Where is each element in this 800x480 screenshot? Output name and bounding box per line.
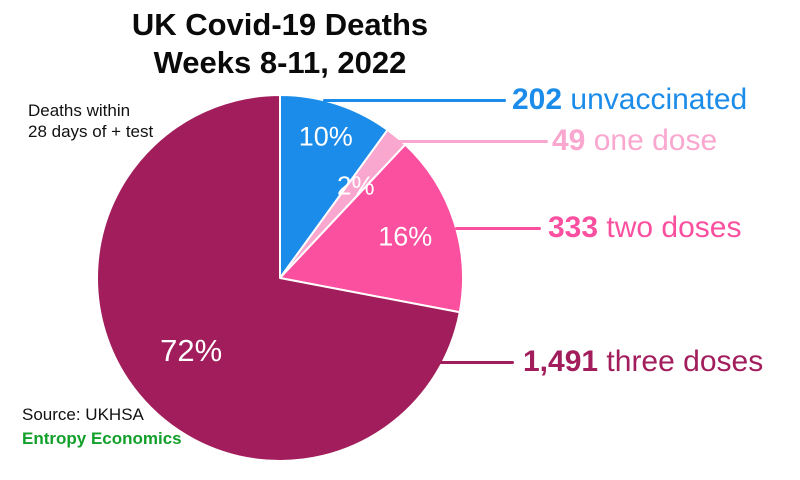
legend-one-dose-count: 49	[552, 124, 586, 157]
pie-chart: 10% 2% 16% 72%	[95, 93, 465, 463]
definition-note-line1: Deaths within	[28, 101, 131, 120]
legend-unvaccinated-count: 202	[512, 83, 563, 116]
definition-note: Deaths within 28 days of + test	[28, 100, 153, 142]
legend-two-doses-count: 333	[548, 211, 599, 244]
definition-note-line2: 28 days of + test	[28, 122, 154, 141]
source-block: Source: UKHSA Entropy Economics	[22, 403, 182, 451]
legend-two-doses-label: two doses	[606, 211, 742, 244]
legend-three-doses-label: three doses	[606, 345, 764, 378]
leader-line-unvaccinated	[323, 99, 506, 102]
legend-unvaccinated: 202 unvaccinated	[512, 83, 747, 117]
source-line: Source: UKHSA	[22, 405, 144, 424]
legend-unvaccinated-label: unvaccinated	[570, 83, 748, 116]
slice-percent-label-unvaccinated: 10%	[298, 121, 353, 152]
leader-line-one-dose	[393, 140, 548, 143]
slice-percent-label-two-doses: 16%	[378, 221, 433, 252]
legend-one-dose: 49 one dose	[552, 124, 717, 158]
legend-three-doses: 1,491 three doses	[523, 345, 763, 379]
legend-two-doses: 333 two doses	[548, 211, 741, 245]
pie-slice-three-doses	[96, 94, 461, 462]
chart-title: UK Covid-19 Deaths Weeks 8-11, 2022	[80, 6, 480, 82]
leader-line-three-doses	[438, 361, 514, 364]
leader-line-two-doses	[455, 227, 541, 230]
pie-slice-unvaccinated	[279, 94, 389, 279]
entropy-economics-credit: Entropy Economics	[22, 429, 182, 448]
slice-percent-label-one-dose: 2%	[337, 170, 375, 201]
pie-svg	[96, 94, 464, 462]
legend-one-dose-label: one dose	[593, 124, 718, 157]
chart-title-line2: Weeks 8-11, 2022	[153, 45, 407, 80]
chart-title-line1: UK Covid-19 Deaths	[131, 7, 429, 42]
legend-three-doses-count: 1,491	[523, 345, 599, 378]
slice-percent-label-three-doses: 72%	[160, 333, 223, 369]
pie-slice-two-doses	[279, 143, 464, 314]
